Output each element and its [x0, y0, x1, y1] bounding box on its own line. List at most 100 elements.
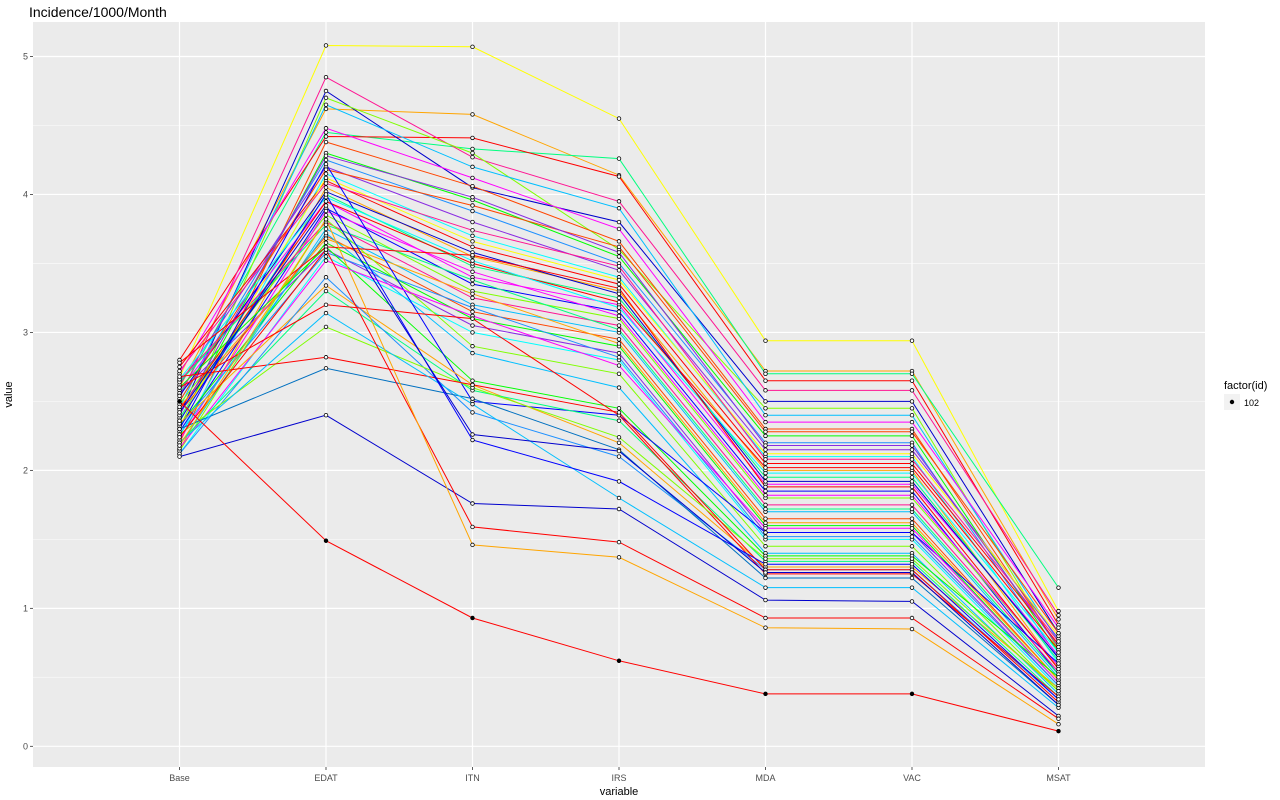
data-point	[909, 530, 915, 535]
axis-layer: 0 1 2 3 4 5 Base EDAT ITN IRS MDA VAC MSAT	[23, 51, 1071, 783]
data-point	[763, 399, 768, 404]
data-point	[763, 493, 768, 498]
x-tick-label: VAC	[903, 773, 921, 783]
data-point	[763, 457, 768, 462]
data-point	[1056, 680, 1061, 686]
data-point	[323, 355, 329, 360]
data-point	[1056, 688, 1061, 694]
series-layer	[177, 43, 1061, 734]
data-point	[470, 135, 475, 141]
data-point	[323, 240, 329, 245]
data-point	[616, 250, 622, 255]
data-point	[909, 561, 915, 567]
data-point	[1056, 613, 1061, 618]
data-point	[763, 479, 768, 484]
x-tick-label: MSAT	[1046, 773, 1071, 783]
data-point	[470, 228, 475, 233]
data-point	[323, 310, 329, 316]
data-point	[323, 283, 329, 288]
data-point-highlight	[324, 538, 328, 543]
y-tick-label: 0	[23, 741, 28, 751]
data-point-highlight	[617, 658, 621, 663]
data-point	[763, 465, 768, 470]
data-point	[909, 570, 915, 575]
data-point	[470, 233, 475, 239]
data-point	[470, 183, 475, 189]
data-point	[470, 112, 475, 117]
data-point	[763, 451, 768, 457]
data-point	[763, 371, 768, 377]
data-point	[470, 295, 475, 301]
data-point	[470, 281, 475, 287]
data-point	[763, 556, 768, 561]
data-point	[909, 516, 915, 521]
data-point	[909, 575, 915, 581]
data-point	[616, 454, 622, 459]
data-point	[323, 185, 329, 190]
data-point	[763, 585, 768, 590]
data-point	[763, 570, 768, 575]
data-point	[909, 484, 915, 490]
data-point	[323, 288, 329, 294]
data-point	[763, 412, 768, 418]
data-point	[470, 269, 475, 274]
y-tick-label: 5	[23, 51, 28, 61]
data-point	[616, 174, 622, 179]
data-point	[470, 150, 475, 156]
data-point	[909, 585, 915, 590]
x-tick-label: IRS	[611, 773, 626, 783]
data-point	[323, 222, 329, 228]
legend-dot	[1229, 399, 1235, 405]
data-point	[1056, 675, 1061, 680]
data-point	[763, 419, 768, 425]
data-point	[1056, 625, 1061, 630]
data-point	[909, 451, 915, 457]
data-point	[763, 526, 768, 531]
data-point	[1056, 639, 1061, 644]
data-point	[470, 542, 475, 548]
data-point	[616, 448, 622, 454]
data-point	[909, 457, 915, 462]
data-point	[177, 360, 182, 365]
data-point	[763, 429, 768, 434]
data-point	[177, 374, 182, 379]
data-point	[1056, 697, 1061, 702]
data-point	[177, 418, 182, 423]
data-point	[470, 44, 475, 50]
data-point	[909, 461, 915, 466]
x-axis-title: variable	[600, 786, 639, 798]
data-point	[177, 435, 182, 440]
data-point	[323, 366, 329, 371]
data-point	[616, 350, 622, 356]
data-point	[616, 263, 622, 269]
data-point	[323, 199, 329, 204]
data-point	[616, 495, 622, 501]
data-point	[1056, 644, 1061, 650]
data-point	[909, 493, 915, 498]
data-point	[1056, 585, 1061, 590]
data-point	[763, 597, 768, 603]
data-point	[323, 102, 329, 107]
data-point	[470, 239, 475, 244]
data-point	[763, 561, 768, 567]
data-point	[909, 475, 915, 480]
data-point	[763, 534, 768, 539]
data-point	[323, 95, 329, 101]
data-point	[763, 378, 768, 383]
data-point	[616, 199, 622, 204]
data-point	[909, 406, 915, 411]
data-point	[616, 305, 622, 310]
data-point	[909, 399, 915, 404]
data-point	[323, 208, 329, 214]
x-tick-label: MDA	[756, 773, 776, 783]
data-point	[763, 406, 768, 411]
x-tick-label: EDAT	[314, 773, 338, 783]
data-point	[616, 226, 622, 232]
data-point	[616, 341, 622, 346]
data-point	[909, 626, 915, 632]
data-point	[909, 506, 915, 512]
data-point	[323, 175, 329, 181]
data-point	[909, 419, 915, 425]
data-point	[616, 371, 622, 377]
data-point	[1056, 630, 1061, 636]
